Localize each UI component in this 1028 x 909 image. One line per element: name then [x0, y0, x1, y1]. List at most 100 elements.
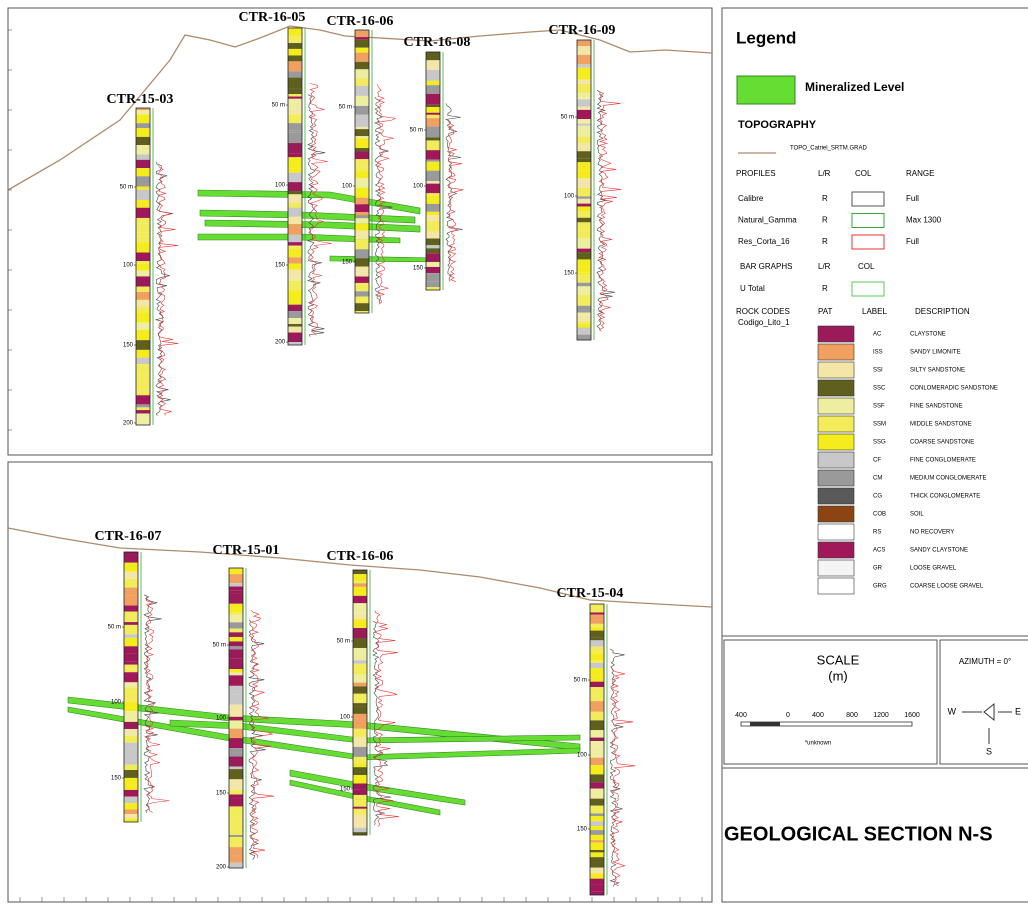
lithology-interval	[136, 276, 150, 287]
lithology-interval	[229, 798, 243, 807]
lithology-interval	[590, 662, 604, 669]
depth-label: 100	[413, 184, 424, 190]
lithology-interval	[136, 261, 150, 264]
lithology-interval	[288, 94, 302, 97]
rock-pattern	[817, 541, 855, 559]
lithology-interval	[590, 668, 604, 676]
lithology-interval	[426, 266, 440, 274]
azimuth-box	[939, 639, 1028, 765]
lithology-interval	[353, 663, 367, 675]
lithology-interval	[136, 136, 150, 146]
lithology-interval	[288, 182, 302, 192]
lithology-interval	[355, 52, 369, 62]
rock-description: CLAYSTONE	[910, 332, 946, 338]
lithology-interval	[353, 570, 367, 575]
well-name: CTR-15-03	[107, 92, 174, 107]
legend-frame	[721, 7, 1028, 903]
lithology-interval	[288, 318, 302, 325]
lithology-interval	[577, 187, 591, 197]
rock-label: SSM	[873, 422, 886, 428]
lithology-interval	[355, 171, 369, 179]
lithology-interval	[426, 140, 440, 151]
profiles-header: L/R	[818, 169, 831, 178]
lithology-interval	[124, 711, 138, 722]
lithology-interval	[426, 60, 440, 70]
lithology-interval	[355, 266, 369, 277]
well-name: CTR-15-01	[213, 543, 280, 558]
lithology-interval	[124, 595, 138, 606]
depth-label: 200	[216, 865, 227, 871]
profile-name: Calibre	[738, 194, 764, 203]
depth-label: 100	[577, 753, 588, 759]
lithology-interval	[124, 587, 138, 596]
lithology-interval	[288, 234, 302, 243]
lithology-interval	[229, 672, 243, 676]
lithology-interval	[577, 106, 591, 110]
lithology-interval	[590, 640, 604, 647]
log-curve	[372, 620, 392, 826]
lithology-interval	[288, 277, 302, 281]
lithology-interval	[229, 574, 243, 584]
lithology-interval	[229, 641, 243, 647]
lithology-interval	[124, 668, 138, 673]
lithology-interval	[355, 39, 369, 48]
rock-label: CG	[873, 494, 882, 500]
scale-tick: 1200	[873, 712, 889, 719]
lithology-interval	[288, 61, 302, 72]
lithology-interval	[577, 286, 591, 295]
lithology-interval	[136, 404, 150, 408]
lithology-interval	[124, 687, 138, 693]
lithology-interval	[577, 248, 591, 253]
lithology-interval	[288, 123, 302, 131]
lithology-interval	[590, 857, 604, 868]
lithology-interval	[229, 669, 243, 673]
profile-color	[851, 191, 885, 207]
lithology-interval	[353, 824, 367, 828]
lithology-interval	[124, 814, 138, 819]
lithology-interval	[426, 114, 440, 119]
depth-label: 150	[564, 271, 575, 277]
lithology-interval	[355, 258, 369, 267]
lithology-interval	[288, 304, 302, 312]
lithology-interval	[353, 655, 367, 661]
lithology-interval	[577, 83, 591, 94]
lithology-interval	[353, 603, 367, 614]
well: CTR-16-08 50 m 100 150	[404, 35, 470, 291]
lithology-interval	[353, 628, 367, 639]
well-name: CTR-16-06	[327, 549, 394, 564]
lithology-interval	[124, 803, 138, 810]
lithology-interval	[355, 215, 369, 219]
bar-graphs-header: L/R	[818, 262, 831, 271]
lithology-interval	[124, 622, 138, 625]
lithology-interval	[577, 327, 591, 335]
lithology-interval	[229, 824, 243, 835]
lithology-interval	[426, 181, 440, 184]
legend: Legend Mineralized Level TOPOGRAPHY TOPO_Ca…	[722, 28, 1028, 845]
lithology-interval	[124, 785, 138, 790]
lithology-interval	[353, 660, 367, 664]
lithology-interval	[229, 752, 243, 757]
lithology-interval	[355, 276, 369, 283]
lithology-interval	[590, 878, 604, 885]
profile-range: Full	[906, 194, 919, 203]
lithology-interval	[136, 236, 150, 243]
well-name: CTR-16-07	[95, 529, 162, 544]
lithology-interval	[426, 248, 440, 254]
rock-label: ACS	[873, 548, 885, 554]
lithology-interval	[136, 145, 150, 155]
lithology-interval	[288, 311, 302, 319]
lithology-interval	[426, 245, 440, 249]
lithology-interval	[577, 231, 591, 239]
lithology-interval	[229, 716, 243, 721]
lithology-interval	[577, 196, 591, 199]
lithology-interval	[124, 646, 138, 654]
lithology-interval	[577, 294, 591, 306]
log-curve	[157, 165, 179, 416]
rock-description: THICK CONGLOMERATE	[910, 494, 980, 500]
rock-pattern	[817, 559, 855, 577]
rock-pattern	[817, 523, 855, 541]
lithology-interval	[124, 552, 138, 563]
well-column	[425, 51, 441, 291]
lithology-interval	[288, 96, 302, 99]
lithology-interval	[426, 104, 440, 108]
